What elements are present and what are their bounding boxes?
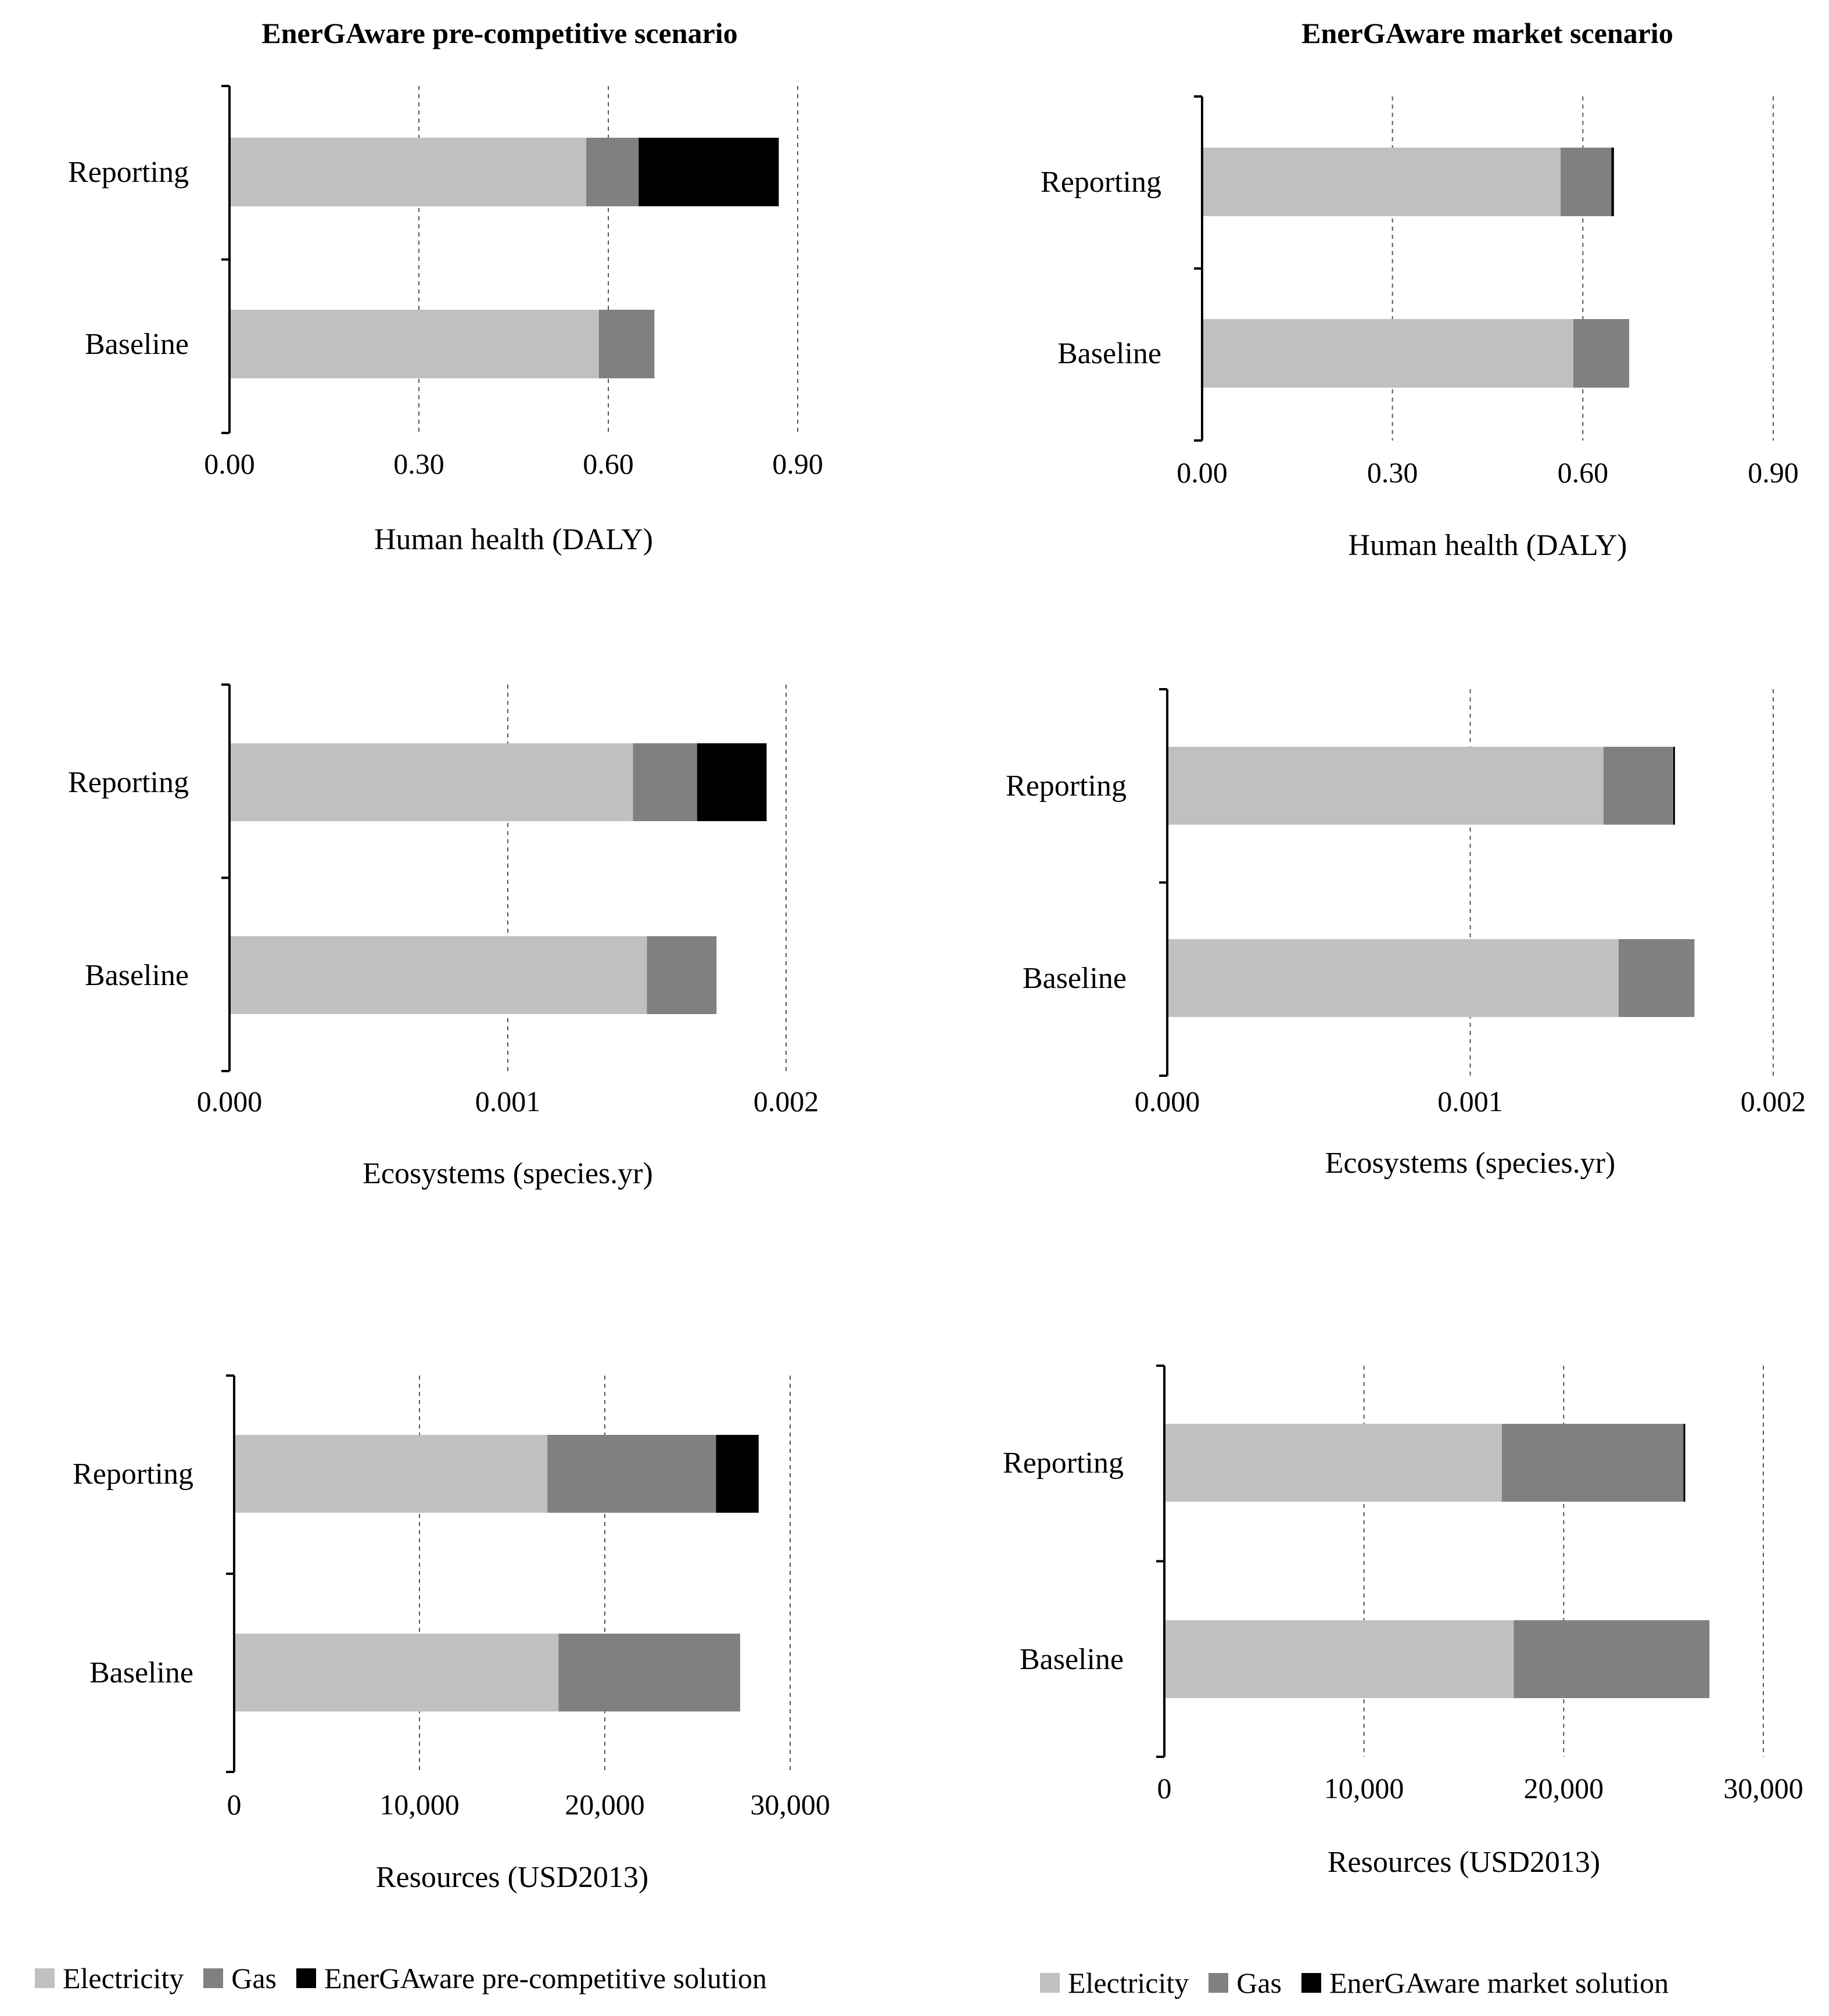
bar-reporting-electricity — [1167, 747, 1604, 825]
legend-swatch — [35, 1968, 55, 1988]
x-tick-label: 0.60 — [583, 447, 634, 480]
legend-label: Gas — [231, 1962, 277, 1994]
bar-reporting-electricity — [229, 138, 586, 206]
column-title-pre-competitive: EnerGAware pre-competitive scenario — [261, 17, 738, 49]
legend-item: Electricity — [1040, 1966, 1189, 2000]
bar-reporting-gas — [547, 1435, 716, 1513]
x-tick-label: 0.00 — [1177, 456, 1228, 489]
bar-reporting-gas — [1501, 1424, 1684, 1502]
x-axis-label: Resources (USD2013) — [376, 1861, 648, 1894]
legend-label: Gas — [1236, 1967, 1282, 1999]
legend-item: Gas — [203, 1961, 277, 1995]
bar-reporting-energaware-market-solution — [1673, 747, 1675, 825]
legend-label: Electricity — [1068, 1967, 1189, 1999]
bar-baseline-gas — [1514, 1620, 1710, 1698]
category-label: Reporting — [1041, 166, 1161, 199]
bar-reporting-gas — [1603, 747, 1673, 825]
bar-reporting-gas — [586, 138, 639, 206]
bar-baseline-gas — [647, 936, 717, 1014]
category-label: Baseline — [85, 959, 189, 992]
category-label: Reporting — [68, 766, 189, 799]
bar-baseline-electricity — [1167, 939, 1619, 1017]
bar-reporting-electricity — [1202, 148, 1561, 216]
chart-panel-5: Reporting Baseline 0 10,000 20,000 30,000 Reso… — [73, 1374, 830, 1894]
bar-reporting-electricity — [229, 743, 633, 821]
bar-baseline-gas — [1573, 319, 1630, 388]
x-axis-label: Human health (DALY) — [1349, 529, 1627, 562]
bar-reporting-gas — [1561, 148, 1612, 216]
legend-label: EnerGAware market solution — [1329, 1967, 1669, 1999]
x-tick-label: 0.002 — [1741, 1085, 1806, 1118]
x-tick-label: 0.30 — [393, 447, 444, 480]
category-label: Baseline — [85, 328, 189, 361]
x-axis-label: Human health (DALY) — [374, 523, 653, 556]
bar-baseline-gas — [558, 1634, 740, 1711]
legend-label: EnerGAware pre-competitive solution — [324, 1962, 767, 1994]
x-tick-label: 0.000 — [1135, 1085, 1200, 1118]
legend-market: Electricity Gas EnerGAware market solution — [1040, 1966, 1688, 2000]
legend-pre-competitive: Electricity Gas EnerGAware pre-competitive… — [35, 1961, 787, 1995]
category-label: Reporting — [1006, 769, 1127, 803]
x-axis-label: Ecosystems (species.yr) — [1325, 1147, 1616, 1180]
legend-label: Electricity — [63, 1962, 184, 1994]
legend-swatch — [296, 1968, 316, 1988]
x-tick-label: 0 — [1157, 1772, 1172, 1804]
x-tick-label: 20,000 — [565, 1788, 645, 1821]
x-tick-label: 20,000 — [1524, 1772, 1604, 1804]
x-tick-label: 0.001 — [1437, 1085, 1503, 1118]
x-tick-label: 0.002 — [754, 1085, 819, 1118]
bar-reporting-energaware-pre-competitive-solution — [697, 743, 767, 821]
x-tick-label: 0.001 — [475, 1085, 541, 1118]
bar-reporting-energaware-pre-competitive-solution — [716, 1435, 759, 1513]
bar-baseline-electricity — [1202, 319, 1573, 388]
category-label: Baseline — [1057, 337, 1161, 370]
chart-panel-3: Reporting Baseline 0.000 0.001 0.002 Ecosyste… — [68, 683, 819, 1190]
category-label: Baseline — [1023, 962, 1127, 995]
x-tick-label: 0.30 — [1367, 456, 1418, 489]
category-label: Baseline — [1020, 1643, 1124, 1676]
legend-item: Gas — [1208, 1966, 1282, 2000]
x-tick-label: 0.90 — [1748, 456, 1799, 489]
category-label: Reporting — [1003, 1446, 1124, 1480]
bar-reporting-energaware-market-solution — [1683, 1424, 1685, 1502]
category-label: Reporting — [68, 156, 189, 189]
legend-swatch — [1208, 1973, 1229, 1993]
category-label: Baseline — [89, 1656, 193, 1689]
chart-panel-1: Reporting Baseline 0.00 0.30 0.60 0.90 Human h… — [68, 85, 823, 556]
bar-baseline-gas — [1619, 939, 1695, 1017]
chart-panel-6: Reporting Baseline 0 10,000 20,000 30,000 Reso… — [1003, 1365, 1803, 1879]
x-tick-label: 10,000 — [1324, 1772, 1404, 1804]
bar-reporting-energaware-pre-competitive-solution — [639, 138, 779, 206]
bar-baseline-electricity — [229, 936, 647, 1014]
bar-baseline-electricity — [229, 310, 599, 378]
x-tick-label: 0.00 — [204, 447, 255, 480]
chart-panel-2: Reporting Baseline 0.00 0.30 0.60 0.90 Human h… — [1041, 95, 1799, 562]
x-tick-label: 0 — [227, 1788, 242, 1821]
legend-swatch — [1040, 1973, 1060, 1993]
category-label: Reporting — [73, 1458, 193, 1491]
x-tick-label: 10,000 — [379, 1788, 460, 1821]
x-axis-label: Resources (USD2013) — [1328, 1846, 1600, 1879]
bar-reporting-energaware-market-solution — [1611, 148, 1614, 216]
bar-reporting-electricity — [234, 1435, 548, 1513]
bar-reporting-electricity — [1164, 1424, 1502, 1502]
bar-reporting-gas — [633, 743, 697, 821]
bar-baseline-electricity — [234, 1634, 559, 1711]
legend-swatch — [203, 1968, 224, 1988]
legend-item: Electricity — [35, 1961, 184, 1995]
chart-panel-4: Reporting Baseline 0.000 0.001 0.002 Ecosyste… — [1006, 688, 1806, 1180]
legend-item: EnerGAware market solution — [1301, 1966, 1669, 2000]
x-tick-label: 0.90 — [772, 447, 823, 480]
x-tick-label: 30,000 — [1723, 1772, 1803, 1804]
bar-baseline-gas — [598, 310, 655, 378]
x-tick-label: 30,000 — [750, 1788, 830, 1821]
x-tick-label: 0.60 — [1558, 456, 1609, 489]
bar-baseline-electricity — [1164, 1620, 1514, 1698]
legend-item: EnerGAware pre-competitive solution — [296, 1961, 767, 1995]
column-title-market: EnerGAware market scenario — [1301, 17, 1673, 49]
x-tick-label: 0.000 — [197, 1085, 263, 1118]
x-axis-label: Ecosystems (species.yr) — [363, 1157, 653, 1190]
legend-swatch — [1301, 1973, 1321, 1993]
